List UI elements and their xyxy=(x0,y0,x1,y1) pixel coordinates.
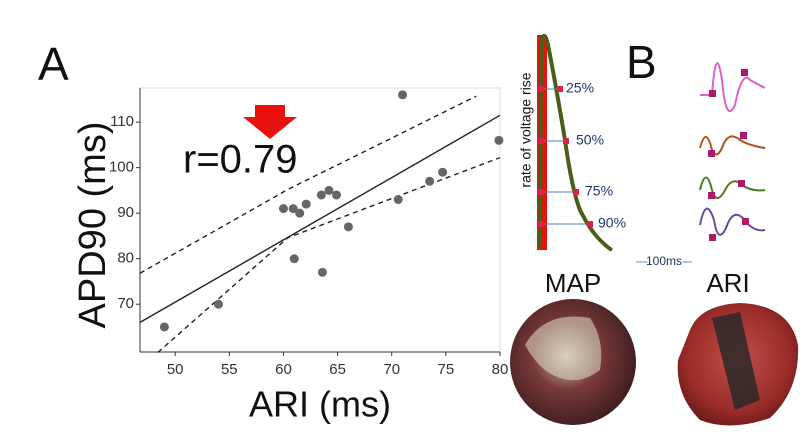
x-tick-label: 75 xyxy=(438,361,455,378)
confidence-band xyxy=(139,95,477,274)
x-tick-label: 80 xyxy=(492,361,509,378)
y-tick-label: 80 xyxy=(117,250,134,267)
point xyxy=(278,204,288,214)
point xyxy=(159,322,169,332)
x-axis-label: ARI (ms) xyxy=(249,384,391,425)
level-label: 75% xyxy=(585,183,613,199)
y-tick-label: 110 xyxy=(110,113,134,130)
point xyxy=(295,208,305,218)
ari-panel xyxy=(699,62,766,241)
point xyxy=(316,190,326,200)
level-label: 90% xyxy=(598,215,626,231)
point xyxy=(343,222,353,232)
ari-label: ARI xyxy=(706,268,749,298)
y-tick-label: 100 xyxy=(109,159,134,176)
level-label: 25% xyxy=(566,80,594,96)
point xyxy=(317,267,327,277)
level-label: 50% xyxy=(576,132,604,148)
x-tick-label: 60 xyxy=(275,361,292,378)
x-tick-label: 70 xyxy=(383,361,400,378)
panel-label: B xyxy=(626,36,657,88)
y-tick-label: 70 xyxy=(117,295,134,312)
map-label: MAP xyxy=(545,268,601,298)
y-tick-label: 90 xyxy=(117,204,134,221)
x-tick-label: 55 xyxy=(221,361,238,378)
point xyxy=(393,195,403,205)
x-tick-label: 50 xyxy=(167,361,184,378)
point xyxy=(332,190,342,200)
fit-line xyxy=(139,114,501,324)
x-tick-label: 65 xyxy=(329,361,346,378)
point xyxy=(289,254,299,264)
point xyxy=(398,90,408,100)
point xyxy=(324,185,334,195)
map-trace xyxy=(538,34,613,252)
point xyxy=(288,204,298,214)
scale-bar-label: 100ms xyxy=(646,254,682,268)
map-y-label: rate of voltage rise xyxy=(518,72,534,187)
point xyxy=(213,299,223,309)
point xyxy=(301,199,311,209)
point xyxy=(425,176,435,186)
point xyxy=(494,135,504,145)
arrow xyxy=(243,105,297,139)
scale-bar: 100ms xyxy=(636,253,692,270)
point xyxy=(438,167,448,177)
electrode xyxy=(712,312,760,410)
y-axis-label: APD90 (ms) xyxy=(72,122,114,329)
map-panel: rate of voltage rise 25% 50% 75% 90% MAP xyxy=(510,34,636,425)
annotation: r=0.79 xyxy=(183,138,298,182)
plot-frame xyxy=(139,87,501,353)
panel-label: A xyxy=(38,38,69,90)
